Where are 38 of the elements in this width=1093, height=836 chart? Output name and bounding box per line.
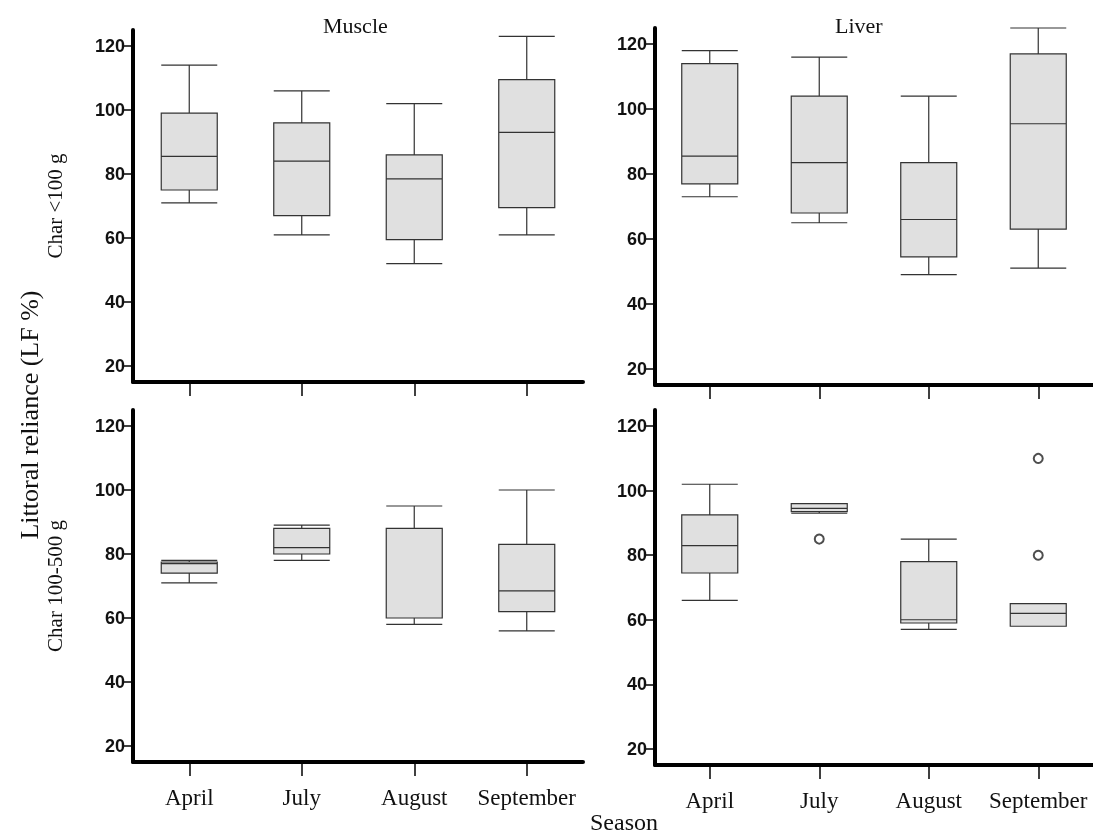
y-tick-label: 60	[626, 228, 647, 249]
x-tick-label: July	[282, 785, 322, 810]
chart-title: Liver	[835, 12, 884, 38]
y-tick-label: 60	[104, 228, 125, 248]
y-tick-label: 100	[616, 480, 647, 501]
y-tick-label: 40	[626, 674, 647, 695]
x-tick-label: April	[164, 785, 214, 810]
y-tick-label: 120	[94, 416, 125, 436]
y-tick-label: 60	[104, 608, 125, 628]
x-tick-label: August	[895, 788, 963, 813]
x-tick-label: April	[685, 788, 735, 813]
y-axis-title: Char 100-500 g	[42, 519, 67, 652]
y-tick-label: 80	[626, 164, 647, 185]
y-tick-label: 20	[626, 358, 647, 379]
y-tick-label: 120	[94, 36, 125, 56]
y-tick-label: 20	[104, 356, 125, 376]
y-tick-label: 60	[626, 609, 647, 630]
y-tick-label: 20	[626, 738, 647, 759]
y-tick-label: 40	[104, 292, 125, 312]
y-axis-title: Char <100 g	[42, 152, 67, 259]
x-axis-title: Season	[590, 809, 658, 835]
y-tick-label: 80	[104, 544, 125, 564]
x-tick-label: September	[989, 788, 1088, 813]
y-tick-label: 100	[616, 99, 647, 120]
y-tick-label: 100	[94, 480, 125, 500]
x-tick-label: July	[800, 788, 839, 813]
y-tick-label: 40	[104, 672, 125, 692]
y-tick-label: 20	[104, 736, 125, 756]
x-tick-label: September	[477, 785, 577, 810]
y-tick-label: 120	[616, 416, 647, 437]
text: Littoral reliance (LF %)	[15, 290, 44, 540]
y-tick-label: 40	[626, 293, 647, 314]
y-tick-label: 80	[104, 164, 125, 184]
chart-title: Muscle	[323, 12, 388, 38]
y-tick-label: 120	[616, 34, 647, 55]
y-tick-label: 80	[626, 545, 647, 566]
y-tick-label: 100	[94, 100, 125, 120]
x-tick-label: August	[381, 785, 449, 810]
